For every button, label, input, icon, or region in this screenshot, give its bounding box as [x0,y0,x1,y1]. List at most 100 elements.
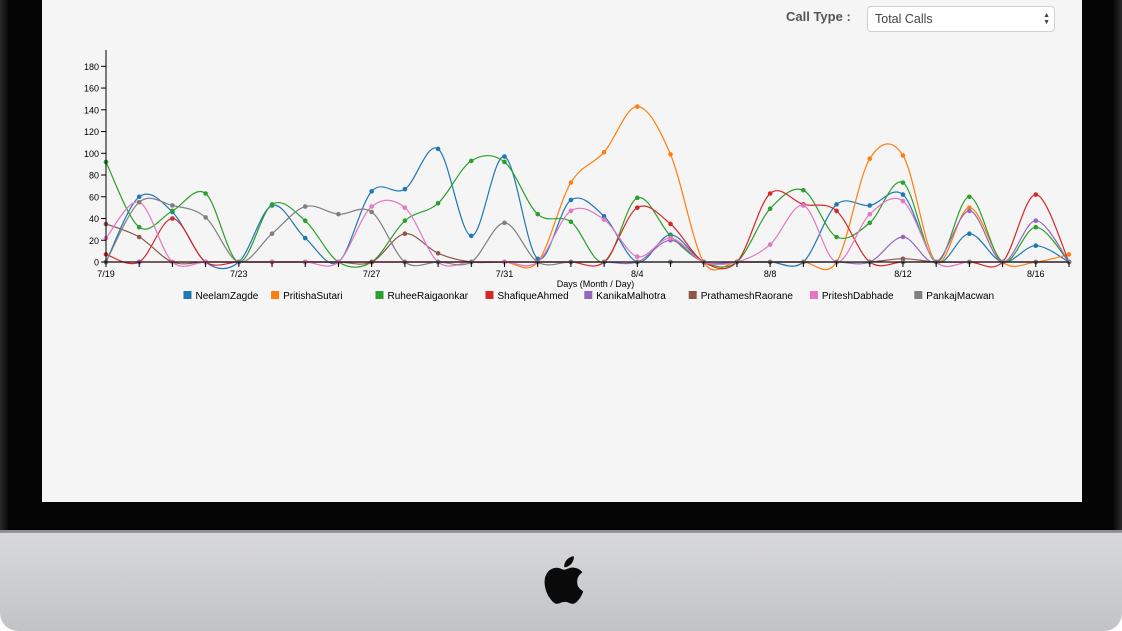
data-point-RuheeRaigaonkar[interactable] [203,191,208,196]
data-point-NeelamZagde[interactable] [402,186,408,192]
data-point-NeelamZagde[interactable] [1033,243,1039,248]
y-tick-label: 100 [84,149,99,159]
x-tick-label: 7/31 [496,269,514,279]
data-point-RuheeRaigaonkar[interactable] [1033,224,1039,230]
call-type-label: Call Type : [786,9,851,24]
data-point-PankajMacwan[interactable] [369,209,374,215]
bezel-right-edge [1114,0,1122,532]
data-point-PrathameshRaorane[interactable] [402,231,408,237]
data-point-NeelamZagde[interactable] [834,202,839,207]
data-point-PritishaSutari[interactable] [1066,252,1072,257]
data-point-KanikaMalhotra[interactable] [900,234,906,240]
data-point-PriteshDabhade[interactable] [402,205,408,210]
data-point-PrathameshRaorane[interactable] [900,256,906,262]
data-point-KanikaMalhotra[interactable] [1033,218,1039,223]
x-tick-label: 8/8 [764,269,777,279]
data-point-RuheeRaigaonkar[interactable] [136,224,142,230]
data-point-PritishaSutari[interactable] [967,205,972,210]
call-type-selected-value: Total Calls [875,12,933,26]
data-point-PankajMacwan[interactable] [170,203,175,208]
series-line-KanikaMalhotra [106,210,1070,265]
y-tick-label: 140 [84,105,99,115]
data-point-PrathameshRaorane[interactable] [136,234,142,240]
call-type-select[interactable]: Total Calls ▲ ▼ [867,6,1055,32]
data-point-NeelamZagde[interactable] [568,197,574,203]
data-point-PankajMacwan[interactable] [269,231,275,237]
data-point-RuheeRaigaonkar[interactable] [302,218,308,223]
y-tick-label: 180 [84,62,99,72]
data-point-NeelamZagde[interactable] [435,146,441,152]
data-point-PritishaSutari[interactable] [900,153,906,158]
data-point-PankajMacwan[interactable] [302,204,308,209]
data-point-PriteshDabhade[interactable] [668,235,673,241]
data-point-PrathameshRaorane[interactable] [435,251,441,256]
data-point-ShafiqueAhmed[interactable] [170,216,175,221]
data-point-ShafiqueAhmed[interactable] [767,191,773,196]
data-point-PriteshDabhade[interactable] [635,254,640,259]
data-point-RuheeRaigaonkar[interactable] [834,234,839,240]
data-point-RuheeRaigaonkar[interactable] [568,219,574,225]
data-point-ShafiqueAhmed[interactable] [1033,192,1039,197]
data-point-PriteshDabhade[interactable] [568,208,574,214]
legend-swatch-RuheeRaigaonkar [375,291,384,299]
data-point-RuheeRaigaonkar[interactable] [269,202,275,207]
data-point-RuheeRaigaonkar[interactable] [535,211,540,217]
data-point-NeelamZagde[interactable] [967,231,972,237]
data-point-RuheeRaigaonkar[interactable] [468,158,474,164]
data-point-NeelamZagde[interactable] [136,194,142,200]
data-point-RuheeRaigaonkar[interactable] [900,180,906,185]
data-point-PriteshDabhade[interactable] [369,204,374,209]
data-point-PankajMacwan[interactable] [336,211,341,217]
data-point-ShafiqueAhmed[interactable] [834,208,839,214]
data-point-RuheeRaigaonkar[interactable] [435,200,441,206]
data-point-NeelamZagde[interactable] [900,192,906,197]
data-point-NeelamZagde[interactable] [535,256,540,262]
data-point-PankajMacwan[interactable] [136,199,142,205]
data-point-NeelamZagde[interactable] [468,233,474,239]
y-tick-label: 60 [89,192,99,202]
line-chart: 0 20 40 60 80 100 120 140 160 180 7/19 7/23 7/27 7/31… [84,50,1072,302]
legend-swatch-PritishaSutari [271,291,280,299]
y-tick-label: 160 [84,84,99,94]
data-point-KanikaMalhotra[interactable] [967,208,972,214]
y-tick-label: 40 [89,214,99,224]
x-tick-label: 7/23 [230,269,248,279]
data-point-RuheeRaigaonkar[interactable] [170,208,175,214]
bezel-left-edge [0,0,8,532]
data-point-RuheeRaigaonkar[interactable] [867,220,873,226]
data-point-RuheeRaigaonkar[interactable] [767,206,773,212]
data-point-PankajMacwan[interactable] [203,215,208,220]
data-point-PritishaSutari[interactable] [668,152,673,157]
data-point-NeelamZagde[interactable] [601,214,607,219]
data-point-NeelamZagde[interactable] [369,189,374,194]
x-tick-label: 8/4 [631,269,644,279]
data-point-NeelamZagde[interactable] [302,235,308,241]
data-point-RuheeRaigaonkar[interactable] [635,195,640,201]
data-point-RuheeRaigaonkar[interactable] [502,159,507,165]
data-point-NeelamZagde[interactable] [867,203,873,208]
x-tick-label: 7/27 [363,269,381,279]
data-point-RuheeRaigaonkar[interactable] [801,187,806,193]
data-point-PriteshDabhade[interactable] [900,198,906,204]
data-point-PriteshDabhade[interactable] [601,217,607,222]
data-point-PriteshDabhade[interactable] [801,203,806,208]
data-point-PritishaSutari[interactable] [568,180,574,185]
data-point-RuheeRaigaonkar[interactable] [967,194,972,200]
apple-logo-icon [544,556,584,604]
legend-label-NeelamZagde: NeelamZagde [196,291,259,302]
x-tick-label: 7/19 [97,269,115,279]
data-point-RuheeRaigaonkar[interactable] [402,218,408,223]
legend-label-PriteshDabhade: PriteshDabhade [822,291,894,302]
data-point-PritishaSutari[interactable] [601,149,607,155]
screen: Call Type : Total Calls ▲ ▼ 0 20 40 60 80 100 1… [42,0,1082,502]
y-tick-label: 0 [94,258,99,268]
data-point-PriteshDabhade[interactable] [767,242,773,247]
data-point-PriteshDabhade[interactable] [867,211,873,217]
data-point-NeelamZagde[interactable] [502,154,507,159]
data-point-ShafiqueAhmed[interactable] [668,221,673,227]
data-point-PritishaSutari[interactable] [635,104,640,109]
data-point-PankajMacwan[interactable] [502,220,507,226]
data-point-ShafiqueAhmed[interactable] [635,205,640,210]
data-point-PritishaSutari[interactable] [867,156,873,162]
legend-label-PritishaSutari: PritishaSutari [283,291,342,302]
